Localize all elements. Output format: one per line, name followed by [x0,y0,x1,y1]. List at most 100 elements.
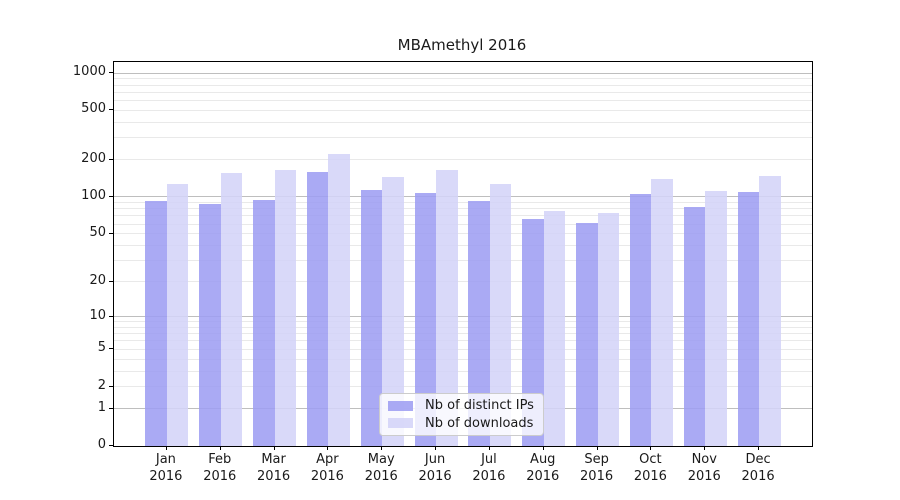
gridline-minor [114,121,812,123]
gridline-minor [114,78,812,80]
gridline-minor [114,326,812,328]
x-axis-tick-label: Sep 2016 [580,452,614,484]
y-tick-mark [109,195,113,197]
bar-downloads-feb [220,172,243,446]
x-tick-mark [165,446,167,450]
bar-distinct-ips-nov [683,206,706,446]
gridline-minor [114,370,812,372]
y-axis-tick-label: 100 [81,187,106,203]
x-tick-mark [488,446,490,450]
bar-downloads-may [382,176,404,446]
gridline-minor [114,386,812,388]
gridline-minor [114,321,812,323]
y-axis-tick-label: 5 [97,340,106,356]
bar-distinct-ips-mar [253,200,275,446]
x-axis-tick-label: May 2016 [364,452,398,484]
gridline-minor [114,340,812,342]
gridline-major [114,316,812,318]
x-tick-mark [758,446,760,450]
gridline-major [114,196,812,198]
y-tick-mark [109,315,113,317]
y-axis-tick-label: 1000 [72,64,106,79]
bar-downloads-mar [274,170,297,446]
gridline-minor [114,260,812,262]
x-tick-mark [542,446,544,450]
gridline-minor [114,208,812,210]
x-axis-tick-label: Mar 2016 [257,452,291,484]
y-tick-mark [109,109,113,111]
legend-item-distinct-ips: Nb of distinct IPs [388,398,535,413]
y-axis-tick-label: 50 [89,224,106,240]
bar-downloads-apr [328,153,350,446]
gridline-minor [114,109,812,111]
x-axis-tick-label: Oct 2016 [633,452,667,484]
gridline-minor [114,215,812,217]
x-axis-tick-label: Nov 2016 [687,452,721,484]
y-axis-tick-label: 20 [89,272,106,288]
x-tick-mark [219,446,221,450]
y-tick-mark [109,407,113,409]
bar-distinct-ips-apr [306,171,329,446]
y-tick-mark [109,158,113,160]
bar-distinct-ips-aug [522,219,544,446]
x-tick-mark [704,446,706,450]
bar-distinct-ips-oct [629,194,652,446]
gridline-minor [114,358,812,360]
x-axis-tick-label: Jul 2016 [472,452,506,484]
bar-downloads-dec [759,175,781,446]
legend-swatch-downloads [388,418,413,429]
bar-distinct-ips-feb [199,203,221,446]
x-axis-tick-label: Aug 2016 [526,452,560,484]
y-tick-mark [109,348,113,350]
bar-distinct-ips-jan [145,201,167,446]
x-axis-tick-label: Feb 2016 [203,452,237,484]
y-axis-tick-label: 10 [89,307,106,323]
x-tick-mark [596,446,598,450]
gridline-minor [114,281,812,283]
y-tick-mark [109,232,113,234]
bar-downloads-jan [166,183,189,446]
y-axis-tick-label: 500 [81,101,106,117]
bar-downloads-nov [705,190,727,446]
gridline-minor [114,159,812,161]
bar-distinct-ips-jul [468,200,490,446]
bar-distinct-ips-dec [737,191,760,446]
x-tick-mark [327,446,329,450]
x-tick-mark [435,446,437,450]
bar-distinct-ips-jun [414,192,437,446]
legend-swatch-distinct-ips [388,400,413,411]
x-tick-mark [273,446,275,450]
x-tick-mark [650,446,652,450]
gridline-minor [114,100,812,102]
y-axis-tick-label: 2 [97,377,106,393]
gridline-minor [114,137,812,139]
chart-title: MBAmethyl 2016 [397,36,527,54]
x-axis-tick-label: Dec 2016 [741,452,775,484]
bar-downloads-aug [543,211,566,446]
bar-downloads-oct [651,178,673,446]
bar-distinct-ips-may [360,190,383,446]
bar-downloads-sep [597,212,620,446]
x-axis-tick-label: Jan 2016 [149,452,183,484]
legend-label-distinct-ips: Nb of distinct IPs [425,398,534,414]
bar-downloads-jul [489,184,512,446]
x-axis-tick-label: Apr 2016 [310,452,344,484]
y-axis-tick-label: 0 [97,437,106,452]
plot-area [113,61,813,447]
gridline-minor [114,348,812,350]
gridline-minor [114,333,812,335]
y-tick-mark [109,445,113,446]
gridline-minor [114,245,812,246]
y-axis-tick-label: 1 [97,399,106,415]
legend-label-downloads: Nb of downloads [425,415,534,431]
x-axis-tick-label: Jun 2016 [418,452,452,484]
gridline-minor [114,84,812,86]
y-tick-mark [109,72,113,73]
bar-distinct-ips-sep [576,223,598,446]
gridline-minor [114,233,812,235]
y-tick-mark [109,385,113,387]
gridline-minor [114,91,812,93]
x-tick-mark [381,446,383,450]
legend-item-downloads: Nb of downloads [388,416,535,431]
